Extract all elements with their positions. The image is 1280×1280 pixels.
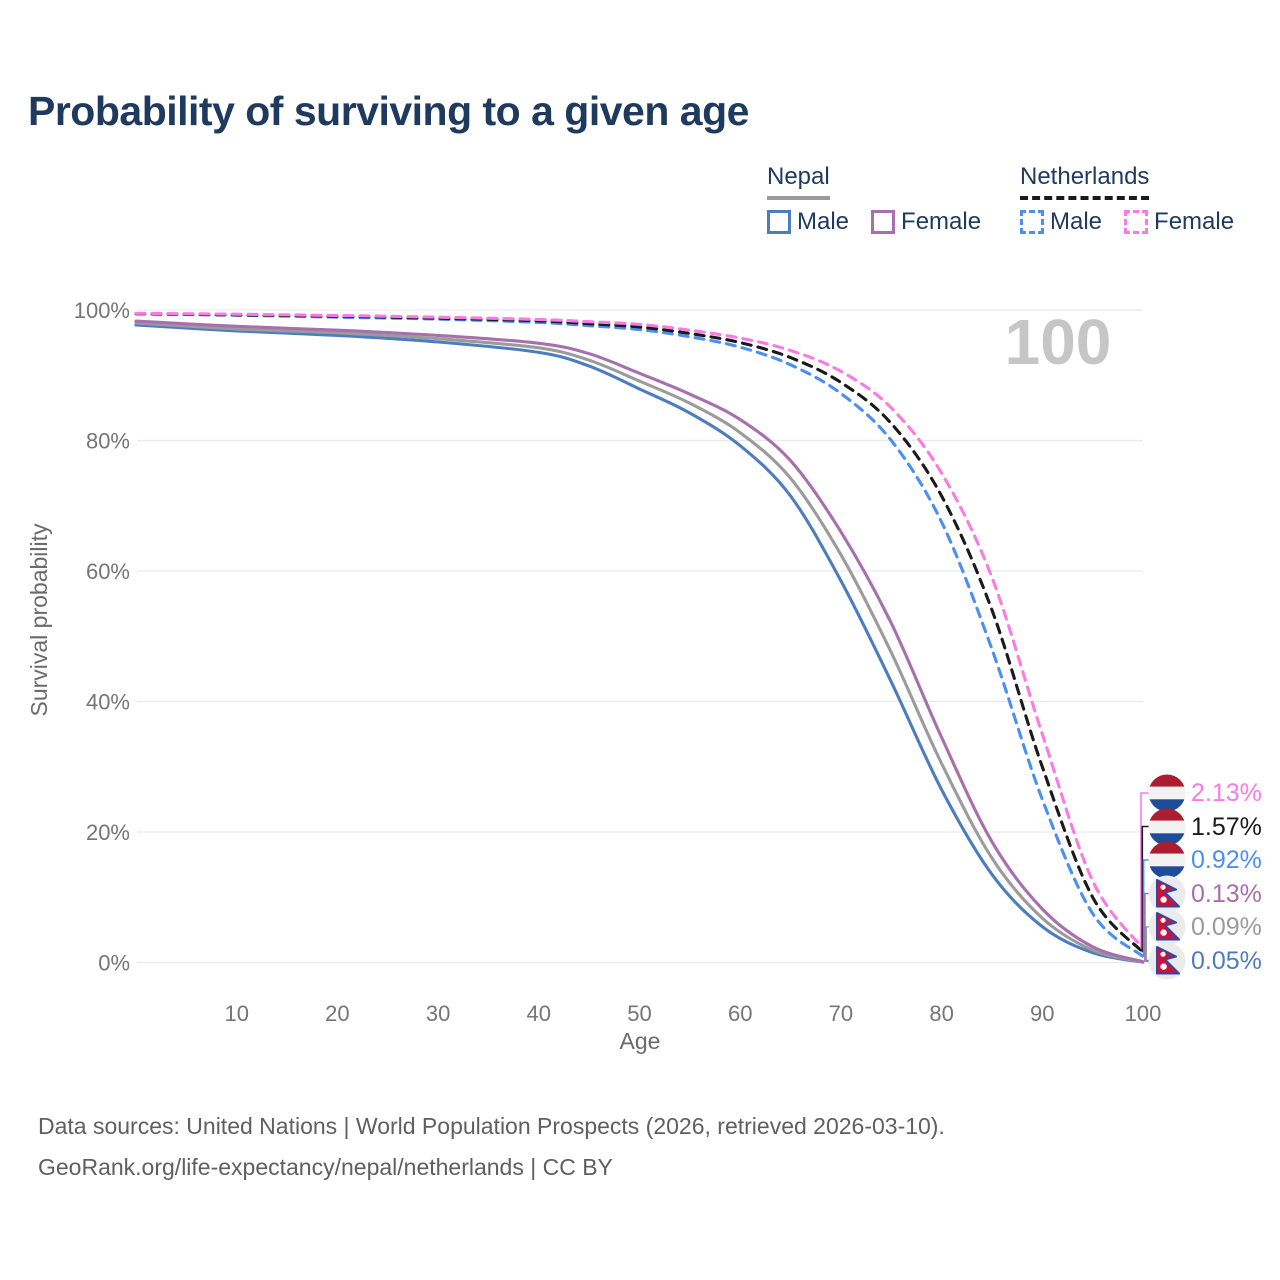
x-tick-30: 30 <box>426 1001 450 1026</box>
footer-attribution: GeoRank.org/life-expectancy/nepal/nether… <box>38 1153 613 1180</box>
y-tick-100: 100% <box>74 298 130 323</box>
legend-items-netherlands: Male Female <box>1020 208 1256 236</box>
legend-group-netherlands: Netherlands Male Female <box>1020 163 1256 236</box>
connector-nepal-female <box>1144 892 1150 962</box>
y-axis-label: Survival probability <box>26 523 52 717</box>
legend-label-netherlands-female[interactable]: Female <box>1154 208 1235 235</box>
legend-swatch-netherlands-male[interactable] <box>1020 210 1044 234</box>
y-tick-60: 60% <box>86 559 130 584</box>
line-netherlands-female[interactable] <box>134 311 1145 951</box>
footer-sources: Data sources: United Nations | World Pop… <box>38 1113 945 1139</box>
age-counter-watermark: 100 <box>1005 306 1112 378</box>
y-tick-80: 80% <box>86 429 130 454</box>
legend-label-nepal-female[interactable]: Female <box>901 208 982 235</box>
x-tick-90: 90 <box>1030 1001 1054 1026</box>
legend-title-nepal[interactable]: Nepal <box>767 163 830 200</box>
x-tick-50: 50 <box>627 1001 651 1026</box>
x-axis-label: Age <box>620 1028 661 1054</box>
connector-netherlands-both-sexes <box>1141 825 1150 953</box>
legend-swatch-nepal-male[interactable] <box>767 210 791 234</box>
legend-group-nepal: Nepal Male Female <box>767 163 1003 236</box>
x-tick-100: 100 <box>1125 1001 1162 1026</box>
legend-swatch-nepal-female[interactable] <box>871 210 896 234</box>
connector-netherlands-male <box>1142 859 1150 957</box>
x-tick-80: 80 <box>929 1001 953 1026</box>
legend-swatch-netherlands-female[interactable] <box>1124 210 1149 234</box>
connector-netherlands-female <box>1140 792 1150 949</box>
footer: Data sources: United Nations | World Pop… <box>38 1106 945 1188</box>
y-tick-20: 20% <box>86 820 130 845</box>
legend-items-nepal: Male Female <box>767 208 1003 236</box>
legend-title-netherlands[interactable]: Netherlands <box>1020 163 1150 200</box>
x-tick-40: 40 <box>527 1001 551 1026</box>
y-tick-40: 40% <box>86 690 130 715</box>
line-nepal-female[interactable] <box>134 319 1145 964</box>
x-tick-60: 60 <box>728 1001 752 1026</box>
chart-title: Probability of surviving to a given age <box>28 88 749 134</box>
x-tick-20: 20 <box>325 1001 349 1026</box>
line-nepal-male[interactable] <box>134 323 1145 964</box>
x-tick-70: 70 <box>829 1001 853 1026</box>
y-tick-0: 0% <box>98 951 130 976</box>
legend-label-netherlands-male[interactable]: Male <box>1050 208 1103 235</box>
connector-nepal-male <box>1146 959 1150 963</box>
line-nepal-both-sexes[interactable] <box>134 321 1145 964</box>
x-tick-10: 10 <box>224 1001 248 1026</box>
legend-label-nepal-male[interactable]: Male <box>797 208 850 235</box>
connector-nepal-both-sexes <box>1145 926 1150 962</box>
